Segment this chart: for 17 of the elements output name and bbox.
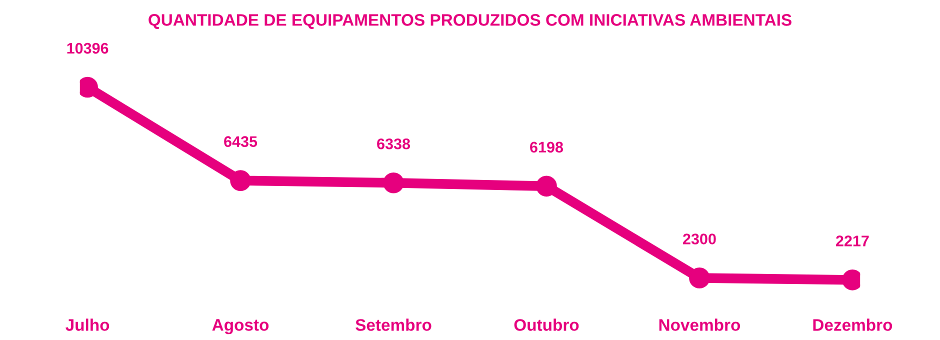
data-label: 2217 bbox=[836, 236, 869, 246]
x-tick-label: Novembro bbox=[659, 318, 740, 331]
point bbox=[536, 176, 557, 197]
data-label: 6435 bbox=[224, 136, 258, 148]
point bbox=[230, 170, 251, 191]
data-label: 2300 bbox=[683, 234, 716, 244]
data-label: 6338 bbox=[377, 138, 410, 150]
x-tick-label: Setembro bbox=[356, 318, 432, 331]
x-tick-label: Dezembro bbox=[813, 318, 892, 331]
x-tick-label: Julho bbox=[66, 318, 110, 331]
chart-title: QUANTIDADE DE EQUIPAMENTOS PRODUZIDOS COM INICIATIVAS AMBIENTAIS bbox=[148, 14, 792, 29]
point bbox=[383, 172, 404, 194]
x-tick-label: Agosto bbox=[212, 319, 269, 334]
point bbox=[689, 268, 710, 288]
data-label: 10396 bbox=[67, 42, 108, 54]
x-tick-label: Outubro bbox=[514, 318, 579, 331]
data-label: 6198 bbox=[530, 142, 564, 153]
